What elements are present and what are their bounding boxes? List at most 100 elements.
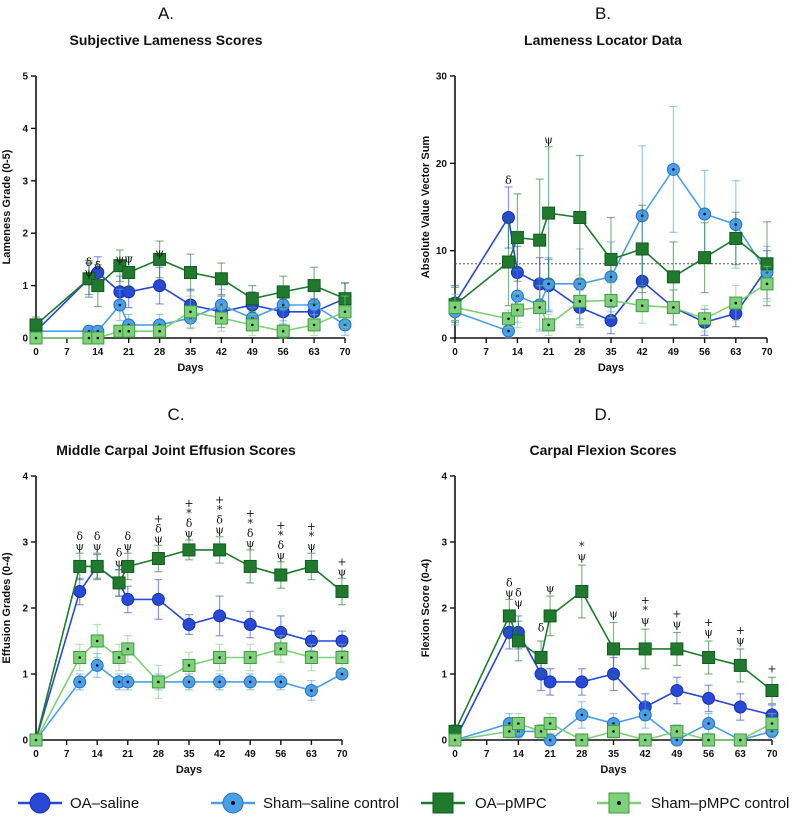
x-tick-label: 35: [605, 347, 617, 358]
data-point: [245, 292, 259, 306]
significance-mark: ψ: [307, 540, 316, 553]
data-point: [702, 651, 716, 664]
y-tick-label: 2: [22, 229, 28, 240]
x-tick-label: 35: [183, 749, 195, 760]
x-tick-label: 14: [512, 347, 524, 358]
significance-mark: δ: [94, 260, 101, 273]
x-tick-label: 42: [216, 347, 228, 358]
panel-d: D. Carpal Flexion Scores 0 1 2 3 4 0 7 14 21 28 35 42…: [420, 405, 779, 776]
data-point: [575, 675, 589, 689]
data-point-dot: [187, 664, 191, 667]
x-axis-label: Days: [598, 362, 624, 374]
significance-mark: ψ: [75, 540, 84, 553]
significance-mark: δ: [155, 522, 162, 535]
series-sham-pmpc-control: [448, 265, 774, 336]
panel-title: Subjective Lameness Scores: [70, 32, 263, 48]
significance-mark: δ: [277, 539, 284, 552]
y-tick-label: 3: [22, 176, 28, 187]
significance-mark: δ: [216, 514, 223, 527]
data-point-dot: [548, 722, 552, 725]
data-point: [184, 266, 197, 279]
data-point-dot: [157, 680, 160, 684]
data-point-dot: [127, 329, 130, 333]
data-point-dot: [640, 304, 644, 307]
data-point-dot: [340, 656, 344, 659]
x-axis-label: Days: [176, 764, 202, 776]
significance-mark: +: [704, 616, 713, 629]
significance-mark: ψ: [704, 626, 713, 639]
data-point-dot: [580, 738, 584, 742]
legend-marker-dot: [231, 801, 235, 805]
data-point-dot: [507, 317, 510, 321]
y-tick-label: 10: [436, 246, 448, 257]
significance-mark: δ: [506, 576, 513, 589]
data-point-dot: [672, 168, 675, 171]
data-point: [112, 576, 126, 590]
significance-mark: δ: [186, 517, 193, 530]
significance-mark: ψ: [736, 634, 745, 647]
data-point-dot: [34, 336, 38, 340]
significance-mark: *: [579, 540, 585, 553]
data-point-dot: [158, 329, 161, 333]
significance-mark: +: [154, 512, 163, 525]
data-point: [670, 642, 684, 656]
data-point-dot: [343, 310, 347, 314]
significance-mark: δ: [76, 530, 83, 543]
x-tick-label: 0: [33, 749, 39, 760]
y-tick-label: 5: [22, 72, 28, 83]
data-point: [151, 552, 165, 565]
data-point-dot: [707, 738, 710, 742]
significance-mark: ψ: [246, 537, 255, 550]
x-tick-label: 70: [336, 749, 348, 760]
x-tick-label: 42: [637, 347, 649, 358]
x-tick-label: 0: [33, 347, 39, 358]
data-point-dot: [739, 738, 742, 742]
data-point: [121, 592, 135, 606]
significance-mark: ψ: [115, 557, 124, 570]
data-point: [729, 231, 743, 245]
data-point-dot: [126, 680, 130, 684]
significance-mark: +: [307, 520, 316, 533]
data-point-dot: [218, 680, 221, 684]
data-point-dot: [643, 738, 647, 742]
data-point: [638, 642, 652, 656]
y-tick-label: 4: [22, 472, 28, 483]
significance-mark: ψ: [215, 524, 224, 537]
data-point-dot: [251, 323, 254, 327]
significance-mark: *: [278, 529, 284, 542]
significance-mark: ψ: [155, 246, 164, 259]
y-tick-label: 0: [441, 736, 447, 747]
x-tick-label: 7: [484, 749, 490, 760]
panel-b: B. Lameness Locator Data 0 10 20 30 0 7 14 21 28 35…: [420, 4, 774, 374]
data-point-dot: [538, 306, 541, 309]
data-point-dot: [770, 722, 774, 725]
legend-marker: [29, 792, 51, 814]
data-point-dot: [539, 730, 543, 733]
significance-mark: ψ: [123, 540, 132, 553]
significance-mark: ψ: [185, 527, 194, 540]
data-point-dot: [453, 738, 457, 742]
panel-a: A. Subjective Lameness Scores 0 1 2 3 4 5 0 7 14 21…: [1, 4, 352, 374]
series-sham-pmpc-control: [448, 712, 779, 747]
x-tick-label: 42: [214, 749, 226, 760]
y-axis-label: Lameness Grade (0-5): [1, 149, 13, 264]
data-point-dot: [547, 323, 550, 327]
significance-mark: +: [246, 507, 255, 520]
data-point-dot: [117, 680, 121, 684]
x-tick-label: 56: [275, 749, 287, 760]
x-axis-label: Days: [177, 362, 203, 374]
data-point-dot: [703, 212, 706, 216]
data-point: [604, 252, 618, 266]
data-point: [122, 266, 136, 279]
data-point: [182, 618, 196, 631]
x-tick-label: 70: [766, 749, 778, 760]
legend-item: OA–pMPC: [421, 792, 547, 814]
panel-title: Lameness Locator Data: [524, 32, 682, 48]
data-point: [153, 279, 167, 293]
data-point-dot: [508, 722, 511, 725]
data-point: [29, 318, 43, 332]
y-tick-label: 0: [441, 334, 447, 345]
data-point: [533, 233, 547, 247]
significance-mark: ψ: [577, 550, 586, 563]
x-tick-label: 14: [92, 749, 104, 760]
